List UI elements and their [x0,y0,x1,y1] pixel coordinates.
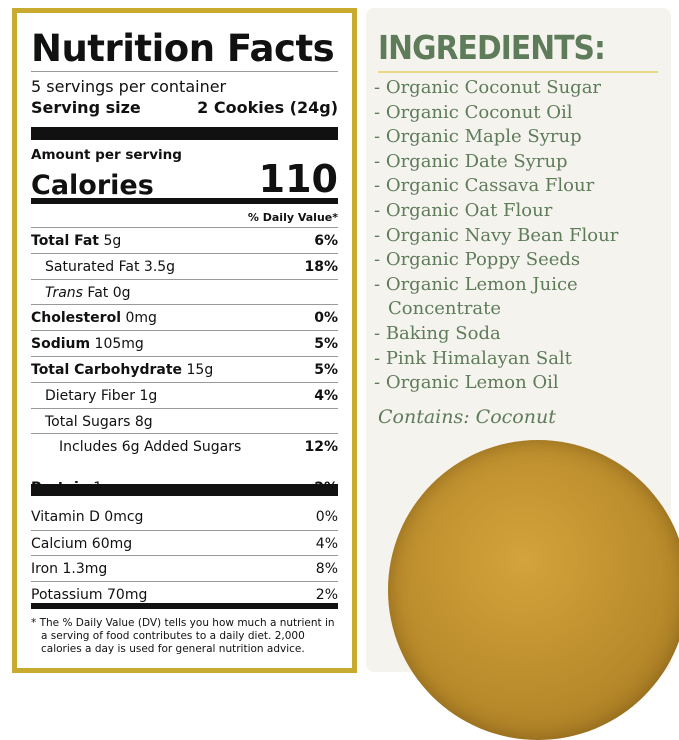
nutrient-dv: 6% [314,233,338,249]
nutrient-dv: 0% [314,310,338,327]
footnote: * The % Daily Value (DV) tells you how m… [31,617,335,655]
nutrient-row: Total Sugars 8g [31,407,338,431]
nutrient-name: Trans [45,284,83,301]
nutrient-dv: 5% [314,336,338,353]
nutrient-dv: 12% [304,439,338,456]
nutrient-amount: 1g [139,387,158,404]
nutrient-name: Includes 6g Added Sugars [59,439,242,456]
vitamin-dv: 2% [315,586,338,603]
nutrient-name: Cholesterol [31,310,121,327]
ingredient-item: Organic Poppy Seeds [374,248,671,273]
vitamin-row: Vitamin D 0mcg 0% [31,504,338,526]
vitamin-row: Calcium 60mg 4% [31,529,338,553]
ingredient-item: Pink Himalayan Salt [374,347,671,372]
servings-per-container: 5 servings per container [31,77,227,96]
nutrient-amount: 105mg [94,336,144,353]
calories-value: 110 [258,157,338,201]
vitamin-dv: 8% [315,561,338,577]
nutrient-amount: 5g [103,233,122,249]
nutrient-row: Dietary Fiber 1g 4% [31,381,338,405]
nutrient-name: Total Sugars [45,413,131,430]
ingredient-item: Organic Cassava Flour [374,174,671,199]
ingredient-item: Organic Oat Flour [374,199,671,224]
nutrient-row: Cholesterol 0mg 0% [31,304,338,327]
nutrient-row: Saturated Fat 3.5g 18% [31,252,338,276]
allergen-statement: Contains: Coconut [378,406,556,428]
nutrient-name: Dietary Fiber [45,387,136,404]
vitamin-row: Iron 1.3mg 8% [31,555,338,578]
ingredient-item: Organic Lemon Oil [374,371,671,396]
nutrient-dv: 18% [304,258,338,275]
ingredient-item: Organic Coconut Oil [374,101,671,126]
nutrient-row: Trans Fat 0g [31,278,338,302]
nutrient-row: Sodium 105mg 5% [31,330,338,353]
nutrient-row: Total Fat 5g 6% [31,227,338,250]
nutrient-dv: 5% [314,362,338,378]
nutrient-amount: 0mg [125,310,157,327]
cookie-image [388,440,679,740]
nutrient-name: Total Carbohydrate [31,362,183,378]
amount-per-serving: Amount per serving [31,147,182,163]
ingredient-item: Baking Soda [374,322,671,347]
ingredient-item: Organic Lemon Juice Concentrate [374,273,671,322]
ingredient-item: Organic Coconut Sugar [374,76,671,101]
nutrient-name: Saturated Fat [45,258,140,275]
nutrient-amount: 8g [134,413,153,430]
serving-size-value: 2 Cookies (24g) [197,98,338,117]
ingredient-item: Organic Date Syrup [374,150,671,175]
vitamin-name: Vitamin D 0mcg [31,509,144,525]
ingredients-title: INGREDIENTS: [378,28,606,67]
calories-row: Calories 110 [31,157,338,201]
title-underline [378,71,658,73]
nutrient-amount: 15g [186,362,214,378]
nutrient-amount: 3.5g [143,258,176,275]
vitamin-name: Calcium 60mg [31,535,133,552]
ingredient-item: Organic Navy Bean Flour [374,224,671,249]
nutrient-name: Total Fat [31,233,100,249]
ingredient-item: Organic Maple Syrup [374,125,671,150]
vitamin-row: Potassium 70mg 2% [31,580,338,604]
nutrient-row: Includes 6g Added Sugars 12% [31,433,338,456]
daily-value-header: % Daily Value* [247,211,338,224]
nutrient-row: Total Carbohydrate 15g 5% [31,356,338,379]
nutrient-amount: Fat 0g [87,284,131,301]
calories-label: Calories [31,170,154,201]
vitamin-name: Potassium 70mg [31,586,148,603]
vitamin-name: Iron 1.3mg [31,561,108,577]
nutrition-title: Nutrition Facts [31,27,335,70]
serving-size: Serving size 2 Cookies (24g) [31,98,338,117]
serving-size-label: Serving size [31,98,141,117]
nutrient-dv: 4% [314,387,338,404]
nutrition-facts-label: Nutrition Facts 5 servings per container… [12,8,357,673]
vitamin-dv: 0% [315,509,338,525]
vitamin-dv: 4% [315,535,338,552]
nutrient-name: Sodium [31,336,91,353]
ingredients-list: Organic Coconut SugarOrganic Coconut Oil… [374,76,671,396]
